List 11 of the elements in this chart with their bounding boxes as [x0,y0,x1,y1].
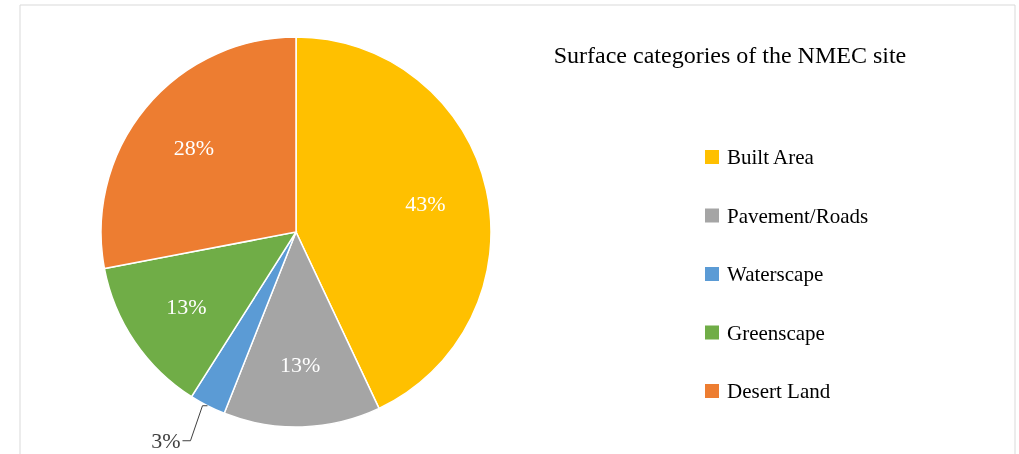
data-label: 28% [173,135,214,161]
data-label: 3% [151,428,181,454]
data-label: 43% [405,190,446,216]
legend-label: Waterscape [727,262,824,287]
legend-label: Desert Land [727,379,831,404]
legend-label: Greenscape [727,320,825,345]
legend-label: Pavement/Roads [727,203,869,228]
chart-title: Surface categories of the NMEC site [553,42,907,69]
data-label: 13% [166,294,207,320]
legend-label: Built Area [727,145,815,170]
data-label: 13% [280,352,321,378]
